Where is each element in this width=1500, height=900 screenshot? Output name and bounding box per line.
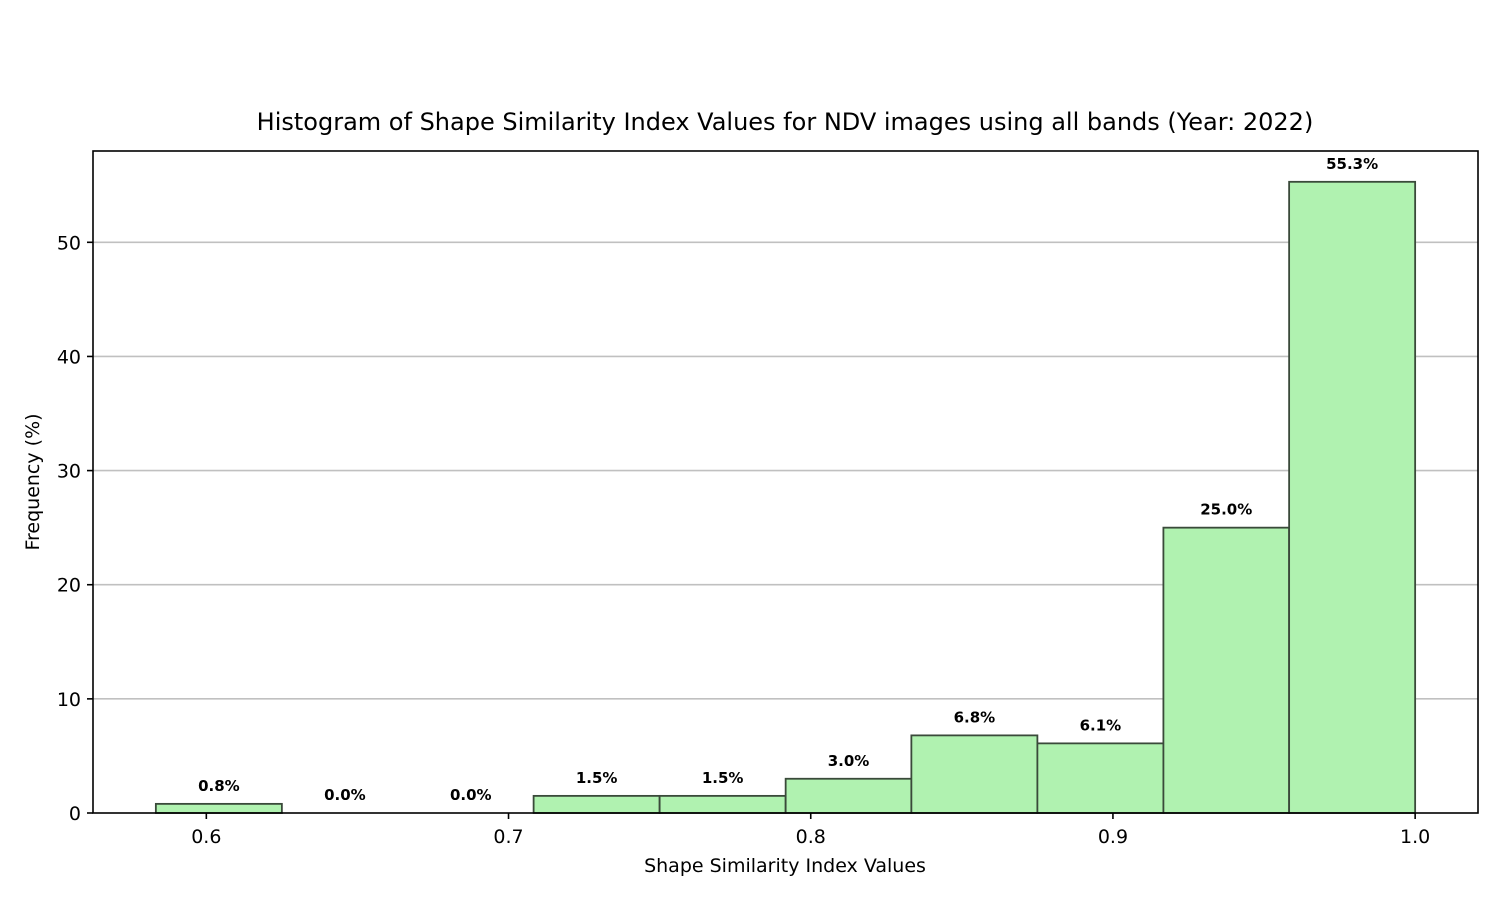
histogram-bar bbox=[1288, 180, 1417, 814]
bar-value-label: 0.0% bbox=[450, 786, 492, 804]
x-tick-label: 0.6 bbox=[191, 826, 221, 848]
histogram-bar bbox=[154, 802, 283, 814]
bar-labels: 0.8% 0.0% 0.0% 1.5% 1.5% 3.0% 6.8% 6.1% 25.0% 55.… bbox=[198, 155, 1378, 804]
y-tick-label: 10 bbox=[57, 689, 81, 711]
x-tick-label: 1.0 bbox=[1400, 826, 1430, 848]
plot-frame bbox=[92, 150, 1479, 814]
x-tick-label: 0.8 bbox=[796, 826, 826, 848]
x-tick-label: 0.9 bbox=[1098, 826, 1128, 848]
bar-value-label: 0.0% bbox=[324, 786, 366, 804]
y-tick-label: 50 bbox=[57, 232, 81, 254]
x-axis-label: Shape Similarity Index Values bbox=[644, 855, 926, 877]
histogram-bar bbox=[1036, 742, 1165, 814]
y-tick-label: 0 bbox=[69, 803, 81, 825]
y-tick-label: 40 bbox=[57, 346, 81, 368]
histogram-bar bbox=[1162, 526, 1291, 814]
x-tick-label: 0.7 bbox=[493, 826, 523, 848]
bar-value-label: 0.8% bbox=[198, 777, 240, 795]
histogram-bar bbox=[784, 777, 913, 814]
bar-value-label: 6.8% bbox=[954, 708, 996, 726]
histogram-bar bbox=[532, 794, 661, 814]
x-axis-ticks: 0.6 0.7 0.8 0.9 1.0 bbox=[191, 813, 1430, 848]
histogram-bar bbox=[910, 734, 1039, 814]
chart-title: Histogram of Shape Similarity Index Valu… bbox=[257, 108, 1314, 136]
bar-value-label: 25.0% bbox=[1200, 501, 1252, 519]
bars bbox=[154, 180, 1417, 814]
bar-value-label: 1.5% bbox=[702, 769, 744, 787]
bar-value-label: 6.1% bbox=[1080, 716, 1122, 734]
histogram-bar bbox=[658, 794, 787, 814]
bar-value-label: 1.5% bbox=[576, 769, 618, 787]
bar-value-label: 3.0% bbox=[828, 752, 870, 770]
y-axis-label: Frequency (%) bbox=[22, 413, 44, 550]
y-axis-ticks: 0 10 20 30 40 50 bbox=[57, 232, 93, 825]
y-tick-label: 30 bbox=[57, 461, 81, 483]
bar-value-label: 55.3% bbox=[1326, 155, 1378, 173]
y-tick-label: 20 bbox=[57, 575, 81, 597]
